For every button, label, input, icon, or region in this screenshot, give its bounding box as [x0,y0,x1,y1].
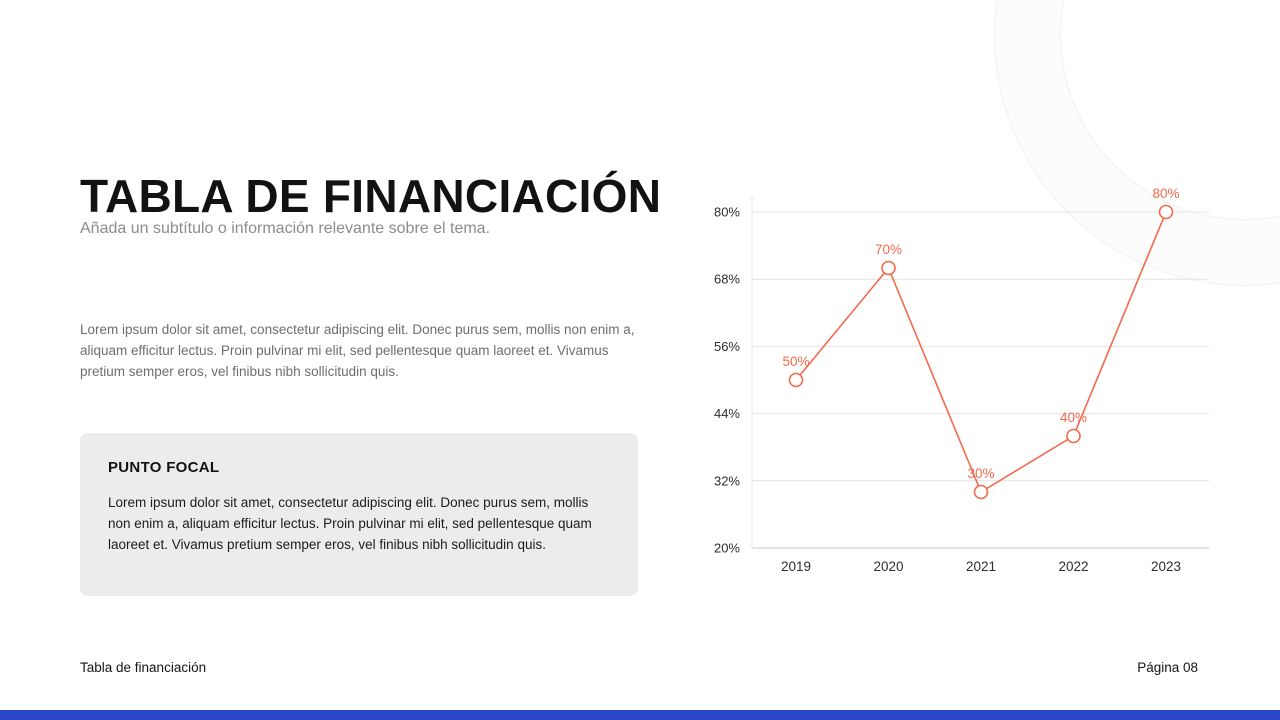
svg-text:68%: 68% [714,272,740,287]
svg-text:70%: 70% [875,242,902,257]
svg-text:50%: 50% [782,354,809,369]
slide-subtitle: Añada un subtítulo o información relevan… [80,220,491,237]
svg-text:2020: 2020 [873,559,903,574]
svg-text:44%: 44% [714,406,740,421]
svg-text:2023: 2023 [1151,559,1181,574]
svg-text:2021: 2021 [966,559,996,574]
svg-text:2019: 2019 [781,559,811,574]
slide-title: TABLA DE FINANCIACIÓN [80,169,662,222]
svg-text:30%: 30% [967,466,994,481]
svg-text:40%: 40% [1060,410,1087,425]
footer-slide-name: Tabla de financiación [80,660,207,675]
focal-heading: PUNTO FOCAL [108,459,220,476]
svg-text:32%: 32% [714,473,740,488]
chart-area: 80% 68% 56% 44% 32% 20% 50% 2019 70% 2020 30% 2021 4… [690,185,1210,585]
svg-text:80%: 80% [1152,186,1179,201]
svg-text:80%: 80% [714,205,740,220]
focal-box: PUNTO FOCAL Lorem ipsum dolor sit amet, … [80,433,638,596]
footer-page-number: Página 08 [1137,660,1198,675]
bottom-accent-bar [0,710,1280,720]
body-paragraph: Lorem ipsum dolor sit amet, consectetur … [80,322,635,379]
funding-line-chart: 80% 68% 56% 44% 32% 20% 50% 2019 70% 2020 30% 2021 4… [714,186,1209,574]
svg-text:56%: 56% [714,339,740,354]
svg-text:20%: 20% [714,541,740,556]
svg-text:2022: 2022 [1058,559,1088,574]
focal-body: Lorem ipsum dolor sit amet, consectetur … [108,495,592,552]
